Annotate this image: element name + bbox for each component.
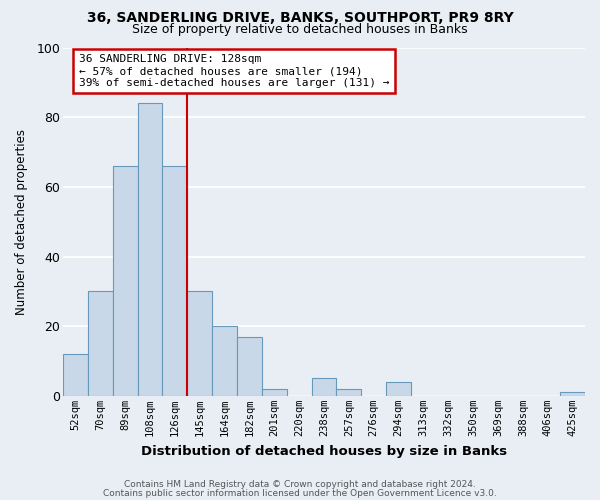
Text: 36 SANDERLING DRIVE: 128sqm
← 57% of detached houses are smaller (194)
39% of se: 36 SANDERLING DRIVE: 128sqm ← 57% of det…	[79, 54, 389, 88]
Bar	[262, 389, 287, 396]
Bar	[386, 382, 411, 396]
Bar	[237, 336, 262, 396]
Bar	[187, 292, 212, 396]
Bar	[311, 378, 337, 396]
Bar	[560, 392, 585, 396]
Bar	[113, 166, 137, 396]
Bar	[212, 326, 237, 396]
X-axis label: Distribution of detached houses by size in Banks: Distribution of detached houses by size …	[141, 444, 507, 458]
Bar	[88, 292, 113, 396]
Text: Contains public sector information licensed under the Open Government Licence v3: Contains public sector information licen…	[103, 488, 497, 498]
Bar	[163, 166, 187, 396]
Bar	[63, 354, 88, 396]
Bar	[137, 103, 163, 396]
Text: 36, SANDERLING DRIVE, BANKS, SOUTHPORT, PR9 8RY: 36, SANDERLING DRIVE, BANKS, SOUTHPORT, …	[86, 11, 514, 25]
Text: Size of property relative to detached houses in Banks: Size of property relative to detached ho…	[132, 22, 468, 36]
Text: Contains HM Land Registry data © Crown copyright and database right 2024.: Contains HM Land Registry data © Crown c…	[124, 480, 476, 489]
Bar	[337, 389, 361, 396]
Y-axis label: Number of detached properties: Number of detached properties	[15, 128, 28, 314]
